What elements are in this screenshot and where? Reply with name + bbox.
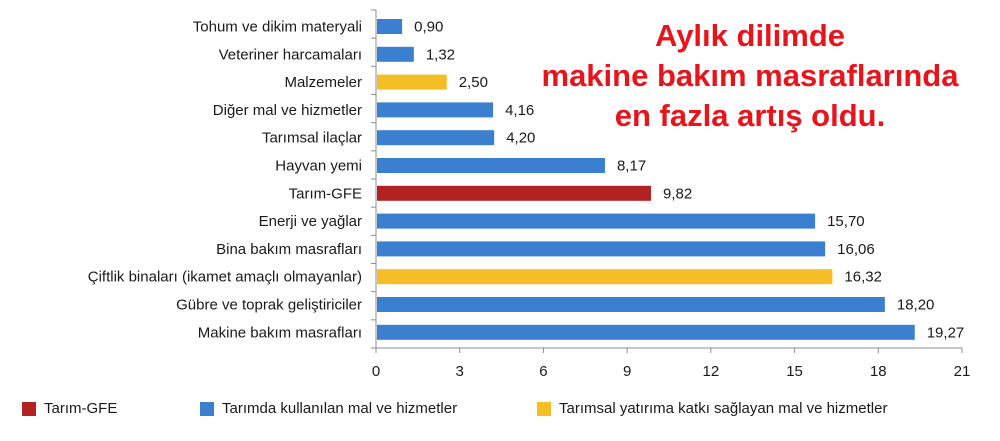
category-label: Gübre ve toprak geliştiriciler [176, 297, 362, 314]
value-label: 16,06 [837, 241, 875, 258]
category-label: Makine bakım masrafları [198, 324, 362, 341]
x-tick-label: 18 [870, 363, 887, 380]
bar [377, 241, 826, 257]
bar [377, 185, 652, 201]
category-label: Hayvan yemi [275, 158, 362, 175]
x-tick-label: 0 [372, 363, 380, 380]
value-label: 1,32 [426, 46, 455, 63]
x-tick-label: 6 [539, 363, 547, 380]
value-label: 18,20 [897, 297, 935, 314]
bar [377, 102, 494, 118]
x-tick-label: 12 [703, 363, 720, 380]
headline-line-1: Aylık dilimde [654, 18, 846, 53]
value-label: 0,90 [414, 19, 443, 36]
category-label: Enerji ve yağlar [259, 213, 362, 230]
headline-line-3: en fazla artış oldu. [614, 98, 886, 133]
bar [377, 213, 816, 229]
legend-label-yatirima: Tarımsal yatırıma katkı sağlayan mal ve … [559, 400, 888, 417]
bar [377, 269, 833, 285]
x-tick-label: 9 [623, 363, 631, 380]
legend-swatch-tarim-gfe [22, 401, 36, 416]
bar [377, 158, 605, 173]
bar [377, 46, 414, 62]
x-tick-label: 21 [954, 363, 971, 380]
legend-item-tarim-gfe: Tarım-GFE [22, 400, 117, 417]
value-label: 8,17 [617, 158, 646, 175]
value-label: 2,50 [459, 74, 488, 91]
value-label: 4,20 [506, 130, 535, 147]
value-label: 19,27 [927, 324, 965, 341]
value-label: 15,70 [827, 213, 865, 230]
category-label: Veteriner harcamaları [219, 46, 362, 63]
value-label: 16,32 [844, 269, 882, 286]
bar-chart: Tohum ve dikim materyali 0,90 Veteriner ha… [88, 9, 971, 380]
value-label: 9,82 [663, 185, 692, 202]
x-tick-label: 3 [456, 363, 464, 380]
category-label: Diğer mal ve hizmetler [213, 102, 362, 119]
value-label: 4,16 [505, 102, 534, 119]
category-label: Tarımsal ilaçlar [262, 130, 362, 147]
plot-area: Tohum ve dikim materyali 0,90 Veteriner ha… [88, 9, 971, 380]
legend-swatch-kullanilan [200, 401, 214, 416]
legend-item-yatirima: Tarımsal yatırıma katkı sağlayan mal ve … [537, 400, 887, 417]
bar [377, 74, 447, 90]
legend-label-kullanilan: Tarımda kullanılan mal ve hizmetler [222, 400, 458, 417]
category-label: Çiftlik binaları (ikamet amaçlı olmayanl… [88, 269, 362, 286]
category-label: Bina bakım masrafları [216, 241, 362, 258]
legend-item-kullanilan: Tarımda kullanılan mal ve hizmetler [200, 400, 457, 417]
bar [377, 130, 495, 146]
legend-swatch-yatirima [537, 401, 551, 416]
category-label: Malzemeler [284, 74, 362, 91]
legend-label-tarim-gfe: Tarım-GFE [44, 400, 118, 417]
category-label: Tarım-GFE [289, 185, 362, 202]
bar [377, 297, 885, 312]
x-tick-label: 15 [786, 363, 803, 380]
category-label: Tohum ve dikim materyali [193, 19, 362, 36]
headline-line-2: makine bakım masraflarında [541, 58, 959, 93]
bar [377, 19, 403, 34]
bar [377, 324, 915, 340]
headline: Aylık dilimde makine bakım masraflarında… [500, 16, 1000, 136]
legend: Tarım-GFE Tarımda kullanılan mal ve hizm… [0, 390, 1000, 430]
